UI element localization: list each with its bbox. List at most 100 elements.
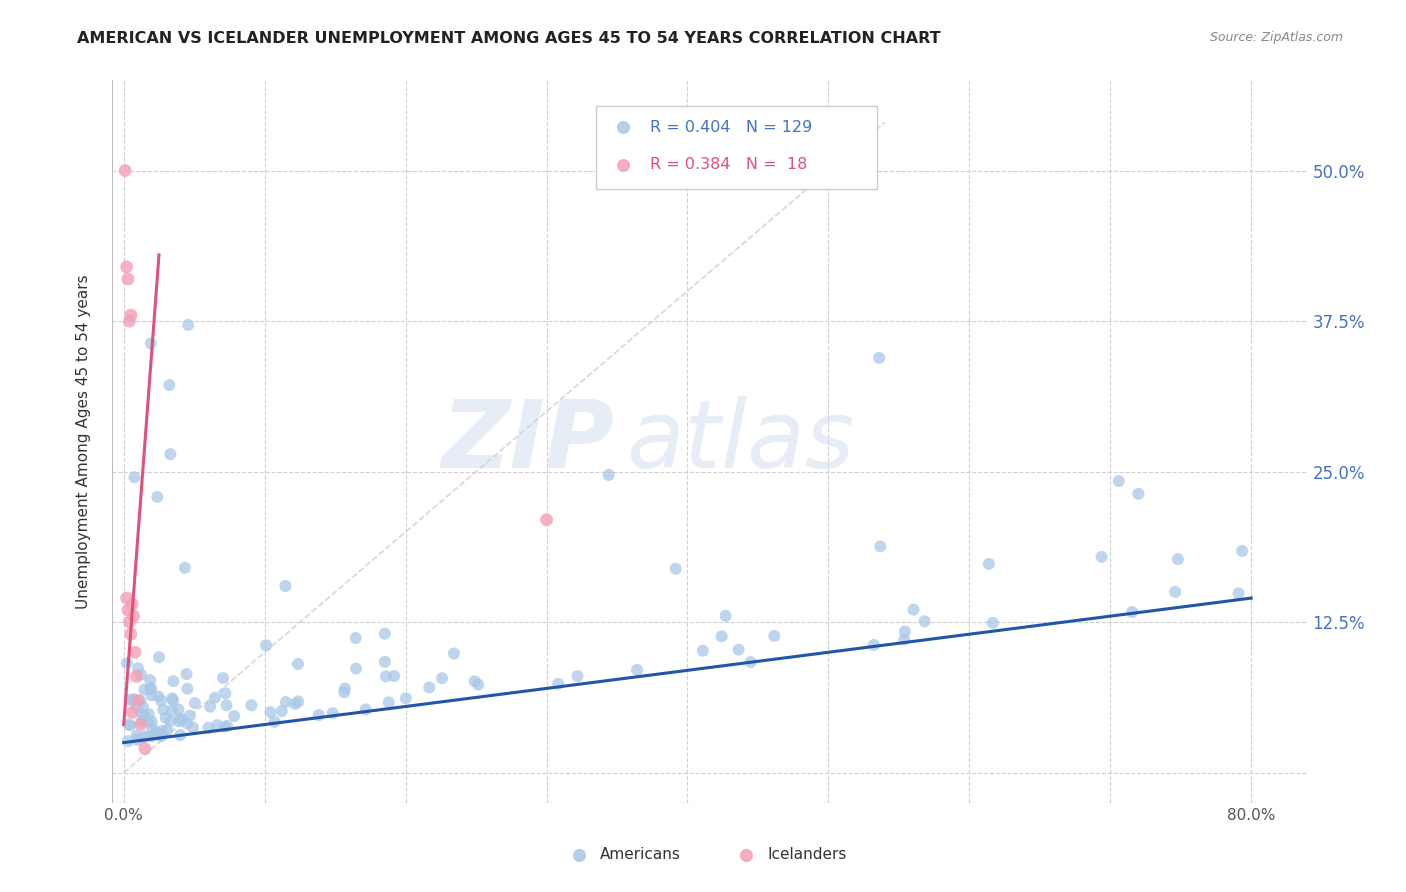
Point [125,729,148,743]
Point [131,714,153,729]
Point [117,717,139,731]
Point [155,711,177,725]
Point [395,691,418,706]
Point [344,631,367,645]
Point [375,669,398,683]
Point [139,336,162,351]
Text: R = 0.404   N = 129: R = 0.404 N = 129 [651,120,813,135]
Point [1108,474,1130,488]
Point [740,655,762,669]
Point [179,708,201,723]
Point [117,734,139,748]
Point [159,447,181,461]
Point [121,706,143,720]
Point [662,852,685,866]
Point [114,163,136,178]
Point [122,692,145,706]
Point [1090,549,1112,564]
Point [150,729,173,743]
Point [859,852,882,866]
Point [157,378,180,392]
Point [131,731,153,745]
Point [903,603,925,617]
Point [536,513,558,527]
Point [177,318,200,332]
Point [322,706,344,721]
Point [181,721,204,735]
Point [127,661,149,675]
Point [287,657,309,671]
Point [224,709,246,723]
Point [214,720,236,734]
Point [135,729,157,743]
Point [141,681,163,696]
Point [122,693,145,707]
Point [217,719,239,733]
Point [141,722,163,736]
Point [124,470,146,484]
Point [692,644,714,658]
Point [134,709,156,723]
Point [160,691,183,706]
Point [344,662,367,676]
Point [132,700,155,714]
Point [134,682,156,697]
Point [215,698,238,713]
Point [894,624,917,639]
Text: Icelanders: Icelanders [768,847,846,863]
Point [141,689,163,703]
Point [626,663,648,677]
Point [170,711,193,725]
Point [129,694,152,708]
Point [567,669,589,683]
Point [665,562,688,576]
Point [120,308,142,322]
Point [198,699,221,714]
Text: Source: ZipAtlas.com: Source: ZipAtlas.com [1209,31,1343,45]
Point [710,629,733,643]
Point [1164,585,1187,599]
Point [152,703,174,717]
Point [284,697,307,711]
Point [205,718,228,732]
Point [138,706,160,721]
Point [204,690,226,705]
Point [869,540,891,554]
Point [146,690,169,704]
Point [176,681,198,696]
Point [354,702,377,716]
Point [149,726,172,740]
Point [1121,605,1143,619]
Point [150,693,173,707]
Point [176,716,198,731]
Point [598,467,620,482]
Point [156,723,179,737]
Point [141,714,163,729]
Point [115,656,138,670]
Point [259,705,281,719]
Point [169,728,191,742]
Text: ZIP: ZIP [441,395,614,488]
Point [374,655,396,669]
Point [145,724,167,739]
Point [131,706,153,721]
Point [868,351,890,365]
Point [162,674,184,689]
Point [333,681,356,696]
Point [125,701,148,715]
Point [118,693,141,707]
Point [122,609,145,624]
Point [263,714,285,729]
Point [893,632,915,647]
Point [118,314,141,328]
Point [727,642,749,657]
Point [121,597,143,611]
Point [274,579,297,593]
Point [308,708,330,723]
Text: Americans: Americans [600,847,681,863]
Point [139,673,162,687]
Point [136,714,159,729]
Point [117,272,139,286]
Point [115,260,138,274]
Point [763,629,786,643]
